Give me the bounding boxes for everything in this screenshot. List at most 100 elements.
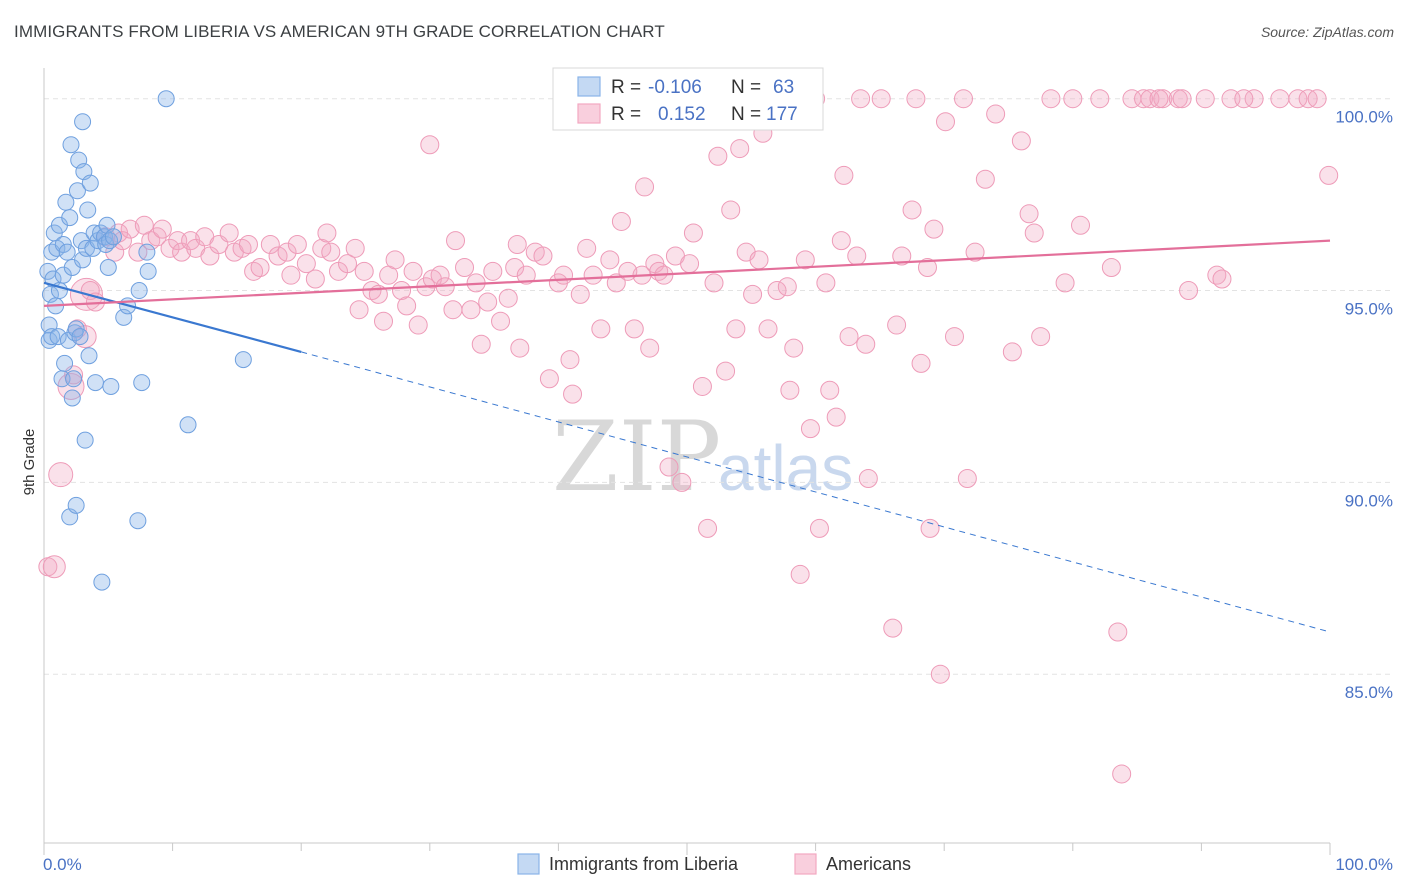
americans-point-85 <box>591 319 611 339</box>
americans-point-128 <box>847 246 867 266</box>
americans-point-135 <box>902 200 922 220</box>
x-tick-label-0: 0.0% <box>43 855 82 874</box>
americans-point-105 <box>716 361 736 381</box>
americans-point-80 <box>560 350 580 370</box>
americans-point-153 <box>1071 215 1091 235</box>
liberia-point-27 <box>67 496 85 514</box>
americans-point-38 <box>287 234 307 254</box>
americans-point-113 <box>758 319 778 339</box>
liberia-point-24 <box>63 389 81 407</box>
americans-point-175 <box>635 177 655 197</box>
americans-point-45 <box>337 254 357 274</box>
americans-point-2 <box>48 462 74 488</box>
americans-point-172 <box>1319 165 1339 185</box>
americans-point-155 <box>1101 258 1121 278</box>
americans-point-145 <box>975 169 995 189</box>
americans-point-83 <box>577 238 597 258</box>
liberia-point-53 <box>104 228 122 246</box>
legend-r-value-1: -0.106 <box>648 77 702 98</box>
americans-point-36 <box>277 242 297 262</box>
americans-point-124 <box>820 380 840 400</box>
americans-point-123 <box>816 273 836 293</box>
americans-point-116 <box>780 380 800 400</box>
americans-point-154 <box>1090 89 1110 109</box>
americans-point-65 <box>461 300 481 320</box>
americans-point-63 <box>446 231 466 251</box>
liberia-trend-extension <box>301 351 1331 633</box>
americans-point-69 <box>483 261 503 281</box>
americans-point-165 <box>1212 269 1232 289</box>
americans-point-102 <box>698 518 718 538</box>
americans-point-13 <box>112 231 132 251</box>
legend: R = -0.106 N = 63 R = 0.152 N = 177 <box>552 67 824 131</box>
americans-point-162 <box>1172 89 1192 109</box>
trend-lines <box>43 239 1331 633</box>
americans-point-110 <box>743 284 763 304</box>
americans-point-151 <box>1041 89 1061 109</box>
americans-point-144 <box>965 242 985 262</box>
americans-point-40 <box>305 269 325 289</box>
americans-point-19 <box>152 219 172 239</box>
americans-point-81 <box>563 384 583 404</box>
americans-point-167 <box>1244 89 1264 109</box>
americans-point-48 <box>354 261 374 281</box>
y-axis-title: 9th Grade <box>21 429 38 496</box>
americans-point-1 <box>42 555 66 579</box>
bottom-legend-swatch-liberia <box>517 853 540 875</box>
legend-swatch-pink <box>577 103 601 124</box>
americans-point-77 <box>539 369 559 389</box>
liberia-point-10 <box>49 328 67 346</box>
americans-point-20 <box>160 238 180 258</box>
americans-point-141 <box>935 112 955 132</box>
liberia-point-56 <box>129 512 147 530</box>
liberia-point-61 <box>157 90 175 108</box>
liberia-points <box>39 90 252 591</box>
americans-point-96 <box>659 457 679 477</box>
americans-point-184 <box>1234 89 1254 109</box>
legend-r-label-2: R = <box>611 104 641 125</box>
americans-point-182 <box>1063 89 1083 109</box>
grid-lines <box>44 98 1392 675</box>
americans-point-134 <box>892 246 912 266</box>
americans-point-104 <box>708 146 728 166</box>
bottom-legend-label-americans: Americans <box>826 854 911 874</box>
liberia-point-39 <box>80 347 98 365</box>
americans-point-98 <box>672 472 692 492</box>
americans-point-149 <box>1024 223 1044 243</box>
legend-r-label-1: R = <box>611 77 641 98</box>
americans-point-114 <box>767 281 787 301</box>
americans-point-108 <box>730 139 750 159</box>
liberia-point-33 <box>74 113 92 131</box>
americans-point-99 <box>680 254 700 274</box>
americans-point-43 <box>321 242 341 262</box>
americans-point-72 <box>505 258 525 278</box>
americans-point-70 <box>491 311 511 331</box>
americans-point-140 <box>930 664 950 684</box>
chart-title: IMMIGRANTS FROM LIBERIA VS AMERICAN 9TH … <box>14 22 665 41</box>
americans-point-55 <box>397 296 417 316</box>
americans-point-67 <box>471 334 491 354</box>
liberia-point-18 <box>58 243 76 261</box>
americans-point-177 <box>1011 131 1031 151</box>
americans-point-56 <box>403 261 423 281</box>
liberia-point-36 <box>76 431 94 449</box>
legend-swatch-blue <box>577 76 601 97</box>
bottom-legend-swatch-americans <box>794 853 817 875</box>
americans-point-46 <box>345 238 365 258</box>
americans-point-87 <box>606 273 626 293</box>
americans-point-180 <box>851 89 871 109</box>
liberia-point-29 <box>68 182 86 200</box>
americans-point-31 <box>238 234 258 254</box>
americans-point-106 <box>721 200 741 220</box>
liberia-point-57 <box>130 282 148 300</box>
americans-point-137 <box>911 353 931 373</box>
axes <box>43 68 1331 855</box>
americans-point-148 <box>1019 204 1039 224</box>
americans-point-183 <box>1149 89 1169 109</box>
bottom-legend-label-liberia: Immigrants from Liberia <box>549 854 739 874</box>
americans-point-34 <box>260 234 280 254</box>
americans-point-171 <box>1307 89 1327 109</box>
americans-point-143 <box>957 469 977 489</box>
americans-point-37 <box>281 265 301 285</box>
americans-point-79 <box>554 265 574 285</box>
